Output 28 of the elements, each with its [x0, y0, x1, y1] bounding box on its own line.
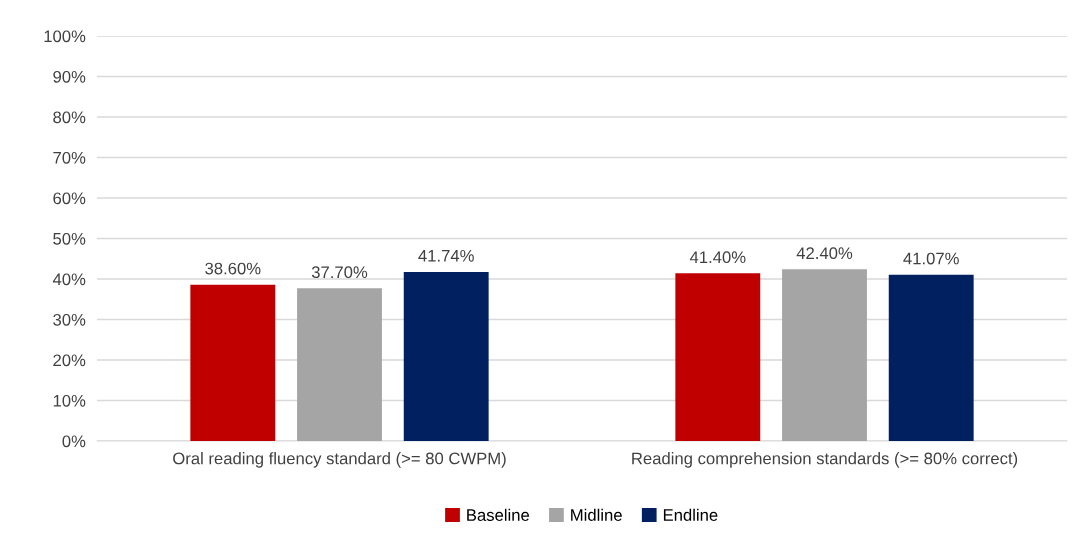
data-label: 41.40%	[689, 251, 746, 264]
y-tick-label: 100%	[44, 30, 86, 43]
x-tick-label: Reading comprehension standards (>= 80% correct)	[632, 452, 1018, 468]
x-tick-label: Oral reading fluency standard (>= 80 CWPM)	[173, 452, 506, 468]
y-tick-label: 90%	[53, 70, 86, 83]
data-label: 37.70%	[311, 266, 368, 279]
legend-label: Baseline	[467, 508, 530, 521]
y-tick-label: 40%	[52, 273, 86, 286]
y-tick-label: 70%	[53, 151, 86, 164]
bar	[190, 284, 276, 441]
y-tick-label: 60%	[53, 192, 86, 205]
y-tick-label: 50%	[53, 232, 86, 245]
y-tick-label: 30%	[53, 313, 86, 326]
data-label: 38.60%	[205, 262, 261, 275]
y-tick-label: 20%	[53, 354, 86, 367]
bar	[888, 274, 974, 441]
bar	[782, 269, 867, 441]
bar	[675, 273, 761, 441]
data-label: 42.40%	[796, 247, 853, 260]
y-tick-label: 10%	[53, 394, 86, 407]
bar	[297, 288, 382, 441]
legend-label: Endline	[663, 508, 718, 521]
bar	[403, 271, 489, 441]
y-tick-label: 80%	[53, 111, 86, 124]
data-label: 41.74%	[418, 249, 474, 262]
y-tick-label: 0%	[62, 435, 86, 448]
legend-label: Midline	[571, 508, 622, 521]
data-label: 41.07%	[903, 252, 959, 265]
